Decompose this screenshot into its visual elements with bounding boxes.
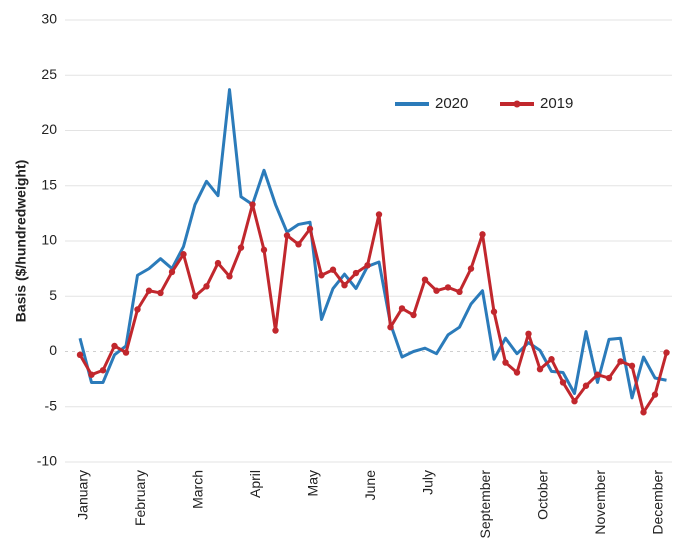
point — [513, 369, 521, 376]
x-tick-label: June — [362, 470, 378, 501]
point — [134, 306, 141, 313]
point — [203, 283, 210, 290]
y-tick-label: 30 — [41, 11, 57, 27]
point — [249, 201, 256, 208]
point — [364, 262, 371, 269]
point — [548, 356, 555, 363]
point — [157, 289, 164, 297]
point — [180, 251, 187, 258]
series-line — [78, 88, 667, 400]
x-tick-label: January — [75, 470, 91, 520]
point — [490, 308, 498, 315]
point — [536, 365, 544, 373]
point — [191, 293, 199, 300]
y-axis-label: Basis ($/hundredweight) — [13, 160, 29, 323]
x-tick-label: July — [420, 470, 436, 495]
point — [111, 342, 118, 350]
x-tick-label: October — [535, 470, 551, 520]
point — [525, 330, 532, 338]
point — [502, 359, 509, 366]
point — [410, 311, 417, 319]
x-tick-label: November — [592, 470, 608, 535]
point — [214, 259, 222, 267]
y-tick-label: 25 — [41, 66, 57, 82]
point — [582, 382, 590, 389]
y-tick-label: 20 — [41, 121, 57, 137]
y-tick-label: -5 — [45, 397, 58, 413]
x-tick-label: April — [247, 470, 263, 498]
legend-marker — [513, 100, 521, 108]
point — [640, 409, 647, 416]
point — [398, 305, 406, 312]
point — [168, 268, 176, 276]
x-tick-label: February — [132, 470, 148, 526]
point — [375, 211, 383, 218]
point — [122, 349, 130, 356]
x-tick-label: September — [477, 470, 493, 539]
point — [479, 231, 486, 238]
point — [444, 284, 452, 291]
point — [88, 371, 95, 378]
legend-label: 2020 — [435, 95, 468, 112]
point — [456, 288, 463, 296]
point — [467, 265, 475, 272]
point — [226, 273, 233, 280]
point — [295, 241, 302, 248]
legend-label: 2019 — [540, 95, 573, 112]
point — [283, 232, 291, 239]
point — [76, 351, 84, 359]
point — [387, 323, 394, 331]
point — [663, 349, 670, 356]
series-line — [78, 203, 668, 414]
point — [352, 269, 360, 277]
point — [559, 379, 567, 386]
x-tick-label: May — [305, 470, 321, 496]
x-tick-label: March — [190, 470, 206, 509]
point — [594, 371, 601, 378]
y-tick-label: 10 — [41, 232, 57, 248]
point — [571, 398, 578, 405]
y-tick-label: 5 — [49, 287, 57, 303]
point — [318, 272, 325, 279]
point — [433, 287, 440, 294]
point — [272, 327, 279, 334]
point — [651, 391, 659, 398]
y-tick-label: 0 — [49, 342, 57, 358]
point — [605, 374, 613, 382]
x-tick-label: December — [650, 470, 666, 535]
y-tick-label: 15 — [41, 176, 57, 192]
point — [329, 266, 337, 273]
point — [306, 225, 314, 233]
point — [341, 282, 348, 289]
y-tick-label: -10 — [37, 453, 57, 469]
point — [628, 362, 636, 370]
point — [237, 244, 245, 251]
point — [145, 287, 153, 294]
point — [421, 276, 429, 283]
point — [617, 358, 624, 365]
point — [99, 367, 107, 374]
point — [260, 246, 268, 254]
